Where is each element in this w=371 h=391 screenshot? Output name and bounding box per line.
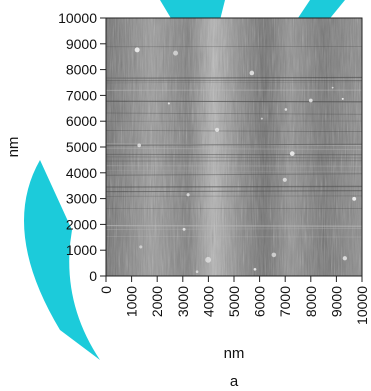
x-tick-label: 1000 xyxy=(124,286,140,317)
scan-line-streak xyxy=(106,147,362,151)
surface-particle xyxy=(205,256,212,263)
decorative-accent-arc xyxy=(24,160,100,360)
y-axis: 0 1000 2000 3000 4000 5000 6000 7000 8000 9000 100… xyxy=(58,10,106,284)
x-tick-label: 7000 xyxy=(277,286,293,317)
y-axis-label: nm xyxy=(5,137,22,158)
y-tick-label: 0 xyxy=(89,268,97,284)
surface-particle xyxy=(249,70,255,76)
scan-line-streak xyxy=(106,100,362,103)
surface-particle xyxy=(342,256,347,261)
scan-line-streak xyxy=(106,225,362,227)
surface-particle xyxy=(139,245,143,249)
y-tick-label: 1000 xyxy=(66,242,97,258)
scan-line-streak xyxy=(106,78,362,80)
surface-particle xyxy=(173,50,179,56)
panel-label: a xyxy=(230,373,239,390)
scan-line-streak xyxy=(106,156,362,159)
surface-particle xyxy=(308,98,313,103)
surface-particle xyxy=(137,143,142,148)
x-tick-label: 9000 xyxy=(328,286,344,317)
scan-line-streak xyxy=(106,130,362,132)
surface-particle xyxy=(195,270,199,274)
surface-particle xyxy=(271,252,277,258)
scan-line-streak xyxy=(106,185,362,188)
surface-particle xyxy=(284,108,288,111)
x-tick-label: 0 xyxy=(98,286,114,294)
x-tick-label: 8000 xyxy=(303,286,319,317)
y-tick-label: 4000 xyxy=(66,165,97,181)
x-tick-label: 5000 xyxy=(226,286,242,317)
scan-line-streak xyxy=(106,112,362,115)
surface-particle xyxy=(260,117,263,120)
surface-particle xyxy=(167,102,170,105)
surface-particle xyxy=(282,177,287,182)
y-tick-label: 6000 xyxy=(66,113,97,129)
x-tick-label: 3000 xyxy=(175,286,191,317)
x-tick-label: 10000 xyxy=(354,286,370,325)
y-tick-label: 7000 xyxy=(66,87,97,103)
x-tick-label: 6000 xyxy=(252,286,268,317)
y-tick-label: 10000 xyxy=(58,10,97,26)
scan-line-streak xyxy=(106,76,362,79)
scan-line-streak xyxy=(106,165,362,167)
y-tick-label: 3000 xyxy=(66,191,97,207)
scan-line-streak xyxy=(106,170,362,172)
surface-particle xyxy=(186,193,190,197)
x-axis-label: nm xyxy=(224,345,245,362)
surface-particle xyxy=(253,267,257,271)
scan-line-streak xyxy=(106,143,362,146)
scan-line-streak xyxy=(106,81,362,84)
x-axis: 0 1000 2000 3000 4000 5000 6000 7000 8000 9000 100… xyxy=(98,276,370,325)
surface-particle xyxy=(341,97,344,100)
surface-particle xyxy=(214,127,220,132)
scan-line-streak xyxy=(106,190,362,193)
y-tick-label: 5000 xyxy=(66,139,97,155)
x-tick-label: 4000 xyxy=(200,286,216,317)
heatmap-image xyxy=(106,18,362,276)
surface-particle xyxy=(134,47,140,53)
surface-particle xyxy=(352,196,357,201)
scan-line-streak xyxy=(106,235,362,238)
y-tick-label: 2000 xyxy=(66,216,97,232)
surface-particle xyxy=(182,227,186,231)
surface-particle xyxy=(289,151,295,156)
y-tick-label: 9000 xyxy=(66,36,97,52)
scan-line-streak xyxy=(106,228,362,230)
y-tick-label: 8000 xyxy=(66,62,97,78)
surface-particle xyxy=(331,86,334,89)
x-tick-label: 2000 xyxy=(149,286,165,317)
scan-line-streak xyxy=(106,173,362,176)
